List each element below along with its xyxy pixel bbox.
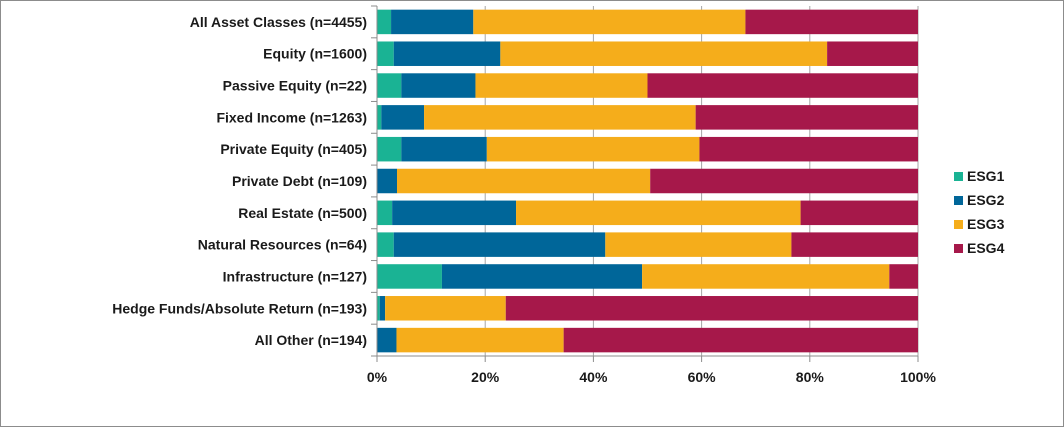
category-labels: All Asset Classes (n=4455) Equity (n=1600… bbox=[112, 14, 367, 348]
bar-esg2 bbox=[381, 105, 425, 130]
bar-esg3 bbox=[396, 327, 564, 353]
category-label: Fixed Income (n=1263) bbox=[216, 109, 367, 125]
category-label: Passive Equity (n=22) bbox=[223, 78, 367, 94]
bar-esg2 bbox=[392, 200, 517, 226]
bar-esg4 bbox=[800, 200, 918, 226]
bar-esg4 bbox=[647, 73, 918, 98]
bar-esg1 bbox=[377, 232, 394, 257]
bar-esg3 bbox=[642, 264, 890, 289]
bar-esg4 bbox=[745, 9, 918, 35]
category-label: All Other (n=194) bbox=[255, 332, 367, 348]
bar-esg3 bbox=[486, 136, 700, 162]
bar-esg2 bbox=[393, 232, 606, 257]
bar-esg4 bbox=[563, 327, 918, 353]
bar-esg4 bbox=[650, 168, 918, 194]
legend: ESG1 ESG2 ESG3 ESG4 bbox=[954, 168, 1005, 256]
bar-esg4 bbox=[791, 232, 918, 257]
x-tick-label: 60% bbox=[688, 369, 717, 385]
bar-esg2 bbox=[401, 73, 476, 98]
bar-esg4 bbox=[827, 41, 918, 66]
bar-esg2 bbox=[377, 168, 398, 194]
legend-label-esg3: ESG3 bbox=[967, 216, 1005, 232]
bar-esg3 bbox=[424, 105, 696, 130]
bar-esg2 bbox=[391, 9, 474, 35]
bar-esg4 bbox=[889, 264, 918, 289]
legend-label-esg1: ESG1 bbox=[967, 168, 1005, 184]
axes bbox=[371, 5, 919, 362]
bar-esg1 bbox=[377, 9, 392, 35]
bar-esg2 bbox=[377, 327, 397, 353]
bar-esg4 bbox=[699, 136, 918, 162]
bar-esg4 bbox=[695, 105, 918, 130]
bar-esg2 bbox=[379, 296, 386, 321]
category-label: Natural Resources (n=64) bbox=[198, 237, 367, 253]
bar-esg1 bbox=[377, 73, 402, 98]
bar-esg2 bbox=[441, 264, 643, 289]
category-label: Infrastructure (n=127) bbox=[223, 268, 367, 284]
bar-esg1 bbox=[377, 105, 382, 130]
category-label: Private Debt (n=109) bbox=[232, 173, 367, 189]
bar-esg1 bbox=[377, 41, 394, 66]
bar-esg1 bbox=[377, 296, 380, 321]
bar-esg2 bbox=[393, 41, 501, 66]
category-label: Equity (n=1600) bbox=[263, 46, 367, 62]
x-tick-label: 0% bbox=[367, 369, 388, 385]
bar-esg3 bbox=[397, 168, 651, 194]
bar-esg1 bbox=[377, 136, 402, 162]
bar-esg3 bbox=[605, 232, 792, 257]
bar-esg1 bbox=[377, 264, 442, 289]
bar-esg3 bbox=[385, 296, 506, 321]
bar-esg1 bbox=[377, 200, 393, 226]
legend-swatch-esg1 bbox=[954, 172, 963, 181]
category-label: All Asset Classes (n=4455) bbox=[190, 14, 367, 30]
bar-esg3 bbox=[475, 73, 648, 98]
legend-label-esg4: ESG4 bbox=[967, 240, 1005, 256]
x-tick-label: 40% bbox=[579, 369, 608, 385]
x-tick-label: 80% bbox=[796, 369, 825, 385]
legend-label-esg2: ESG2 bbox=[967, 192, 1005, 208]
bar-esg2 bbox=[401, 136, 487, 162]
bar-esg3 bbox=[516, 200, 801, 226]
category-label: Private Equity (n=405) bbox=[220, 141, 367, 157]
legend-swatch-esg2 bbox=[954, 196, 963, 205]
legend-swatch-esg3 bbox=[954, 220, 963, 229]
bar-esg3 bbox=[500, 41, 828, 66]
bars bbox=[377, 9, 918, 353]
x-tick-label: 20% bbox=[471, 369, 500, 385]
x-tick-labels: 0% 20% 40% 60% 80% 100% bbox=[367, 369, 937, 385]
category-label: Hedge Funds/Absolute Return (n=193) bbox=[112, 300, 367, 316]
x-tick-label: 100% bbox=[900, 369, 936, 385]
category-label: Real Estate (n=500) bbox=[238, 205, 367, 221]
bar-esg4 bbox=[505, 296, 918, 321]
legend-swatch-esg4 bbox=[954, 244, 963, 253]
bar-esg3 bbox=[473, 9, 746, 35]
